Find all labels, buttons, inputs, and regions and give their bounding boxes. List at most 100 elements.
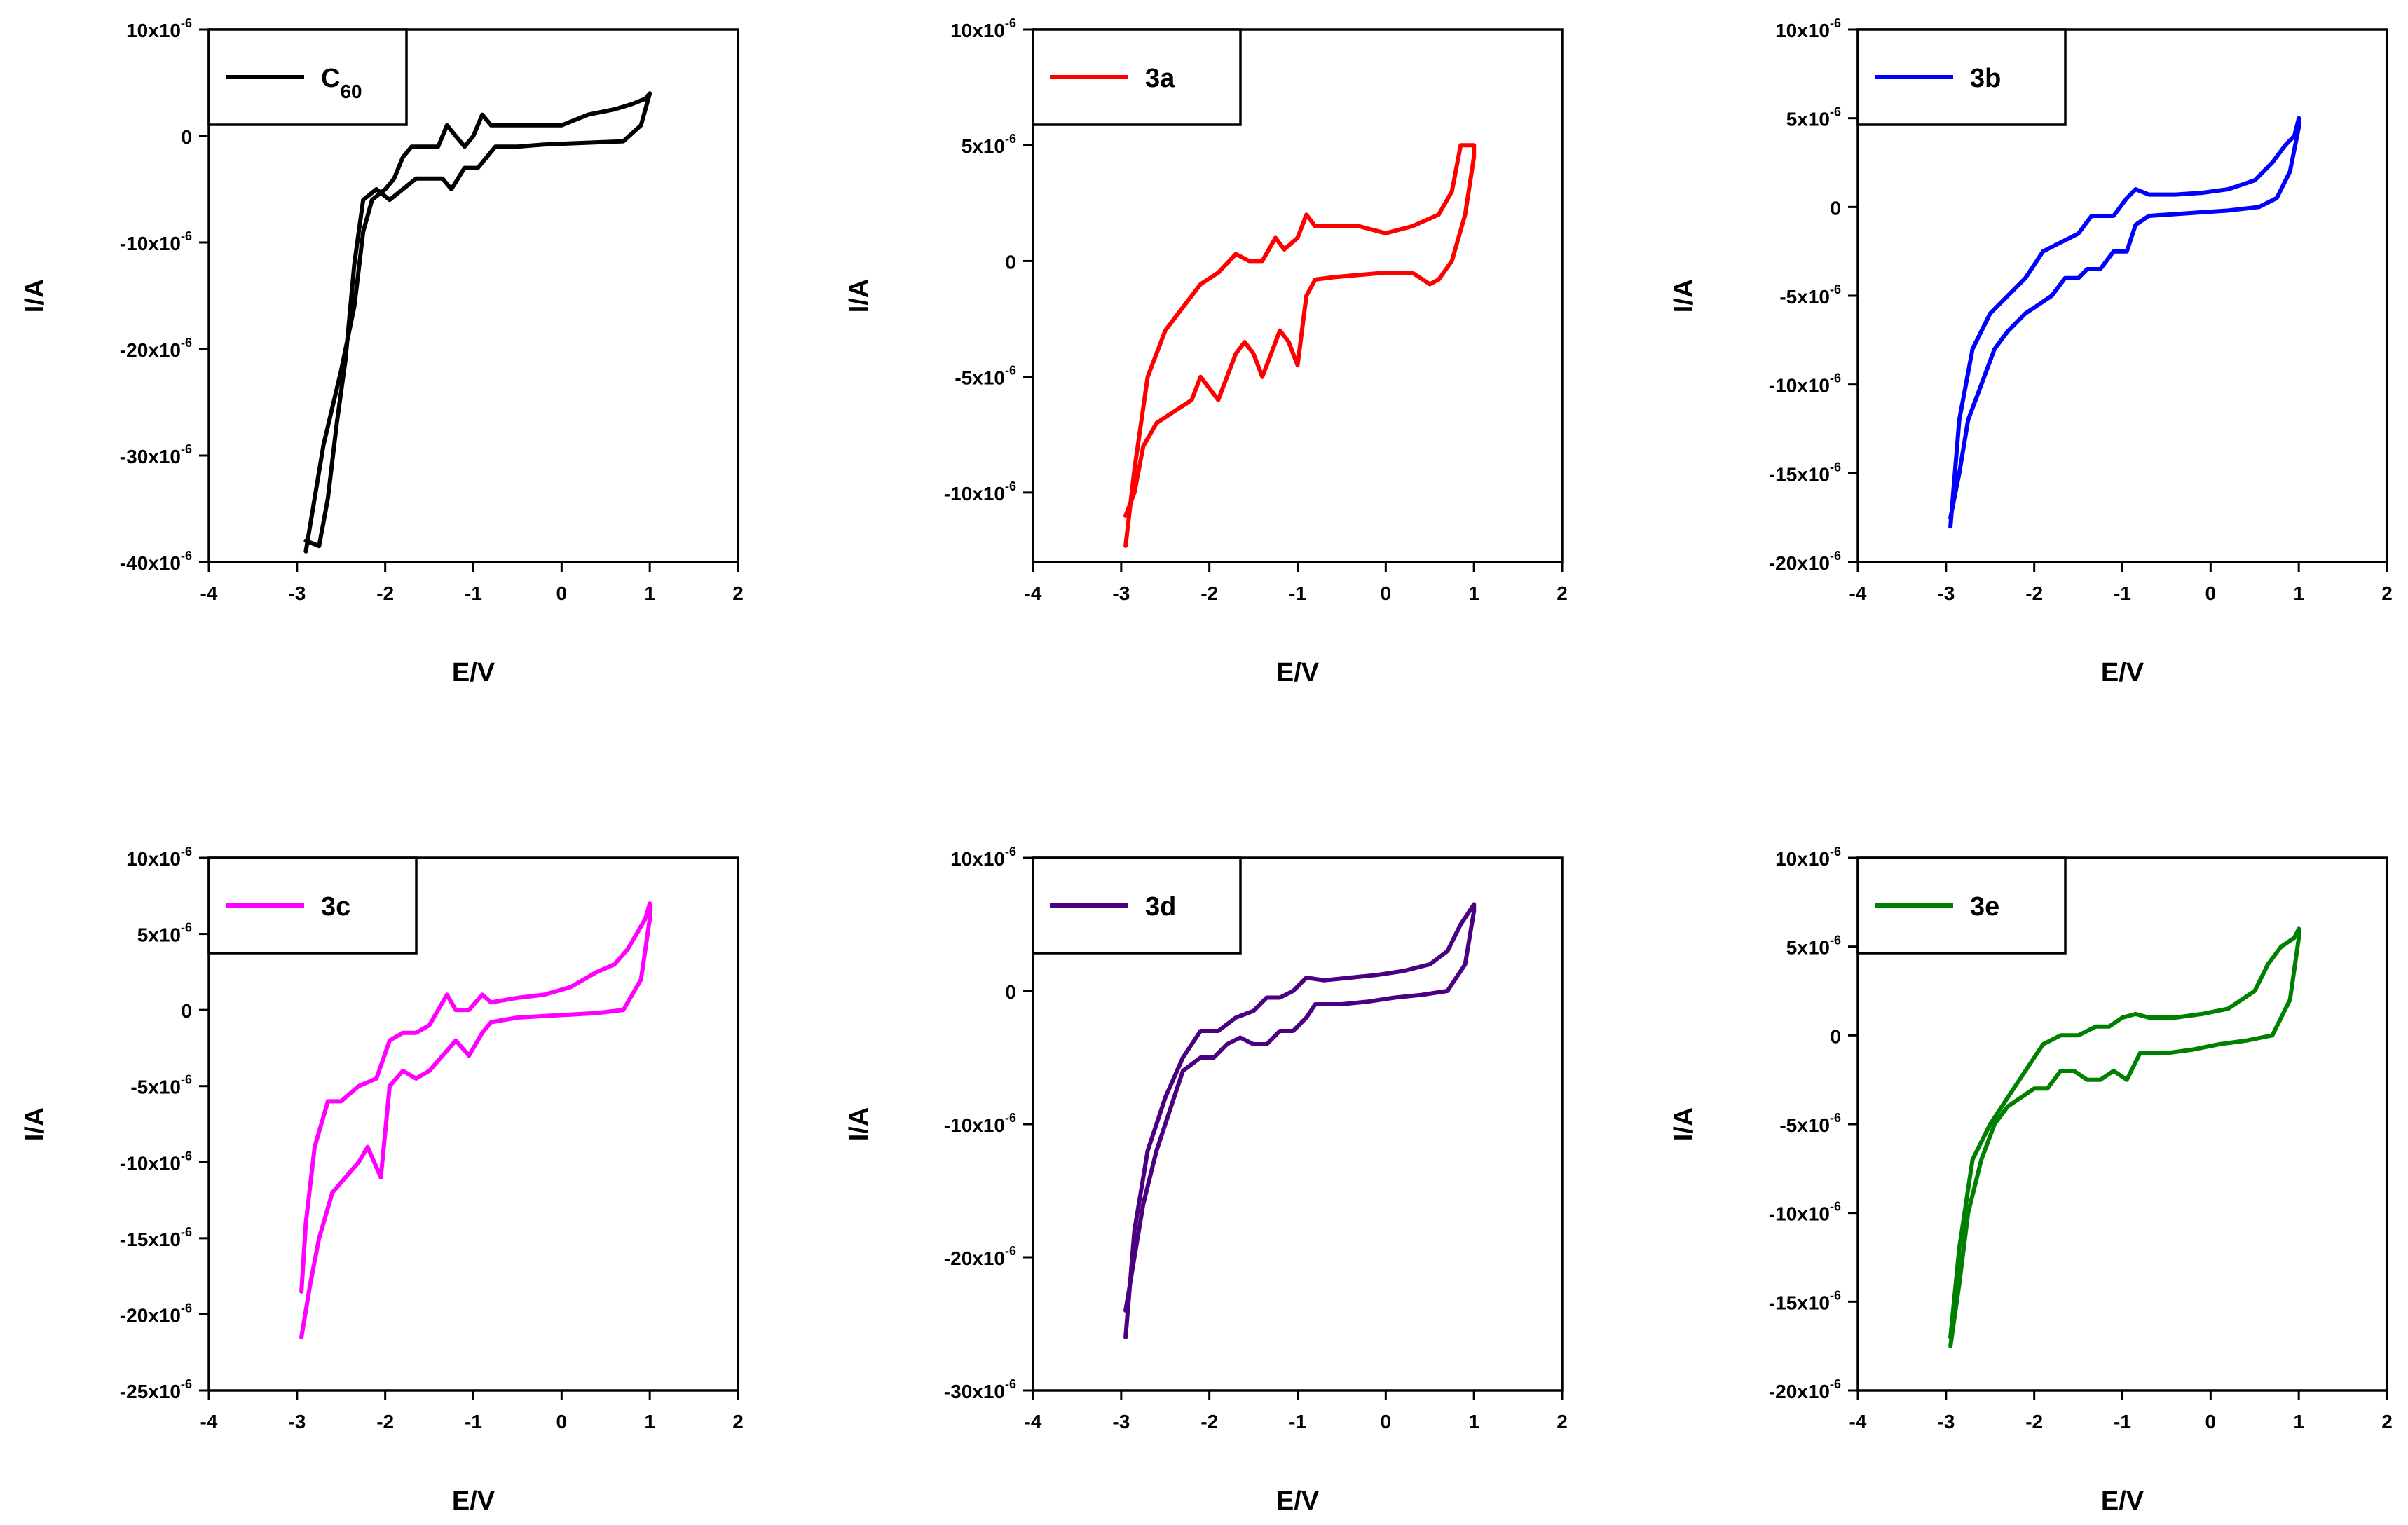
x-tick-label: -4 — [200, 582, 218, 604]
x-tick-label: -1 — [2114, 1411, 2131, 1432]
x-tick-label: -4 — [1849, 582, 1867, 604]
x-axis-title: E/V — [452, 1486, 495, 1516]
x-axis-title: E/V — [2101, 1486, 2144, 1516]
chart-panel-3d: -4 -3 -2 -1 0 1 2 10x10-6 0 -10x10-6 -20x10-6 -30x1… — [844, 844, 1568, 1516]
series-line-3d — [1123, 902, 1477, 1339]
x-tick-label: 0 — [2205, 1411, 2217, 1432]
y-tick-label: 10x10-6 — [950, 844, 1016, 870]
y-axis-title: I/A — [844, 279, 874, 313]
x-tick-label: -1 — [2114, 582, 2131, 604]
chart-panel-3a: -4 -3 -2 -1 0 1 2 10x10-6 5x10-6 0 -5x10-6 -10x10-6… — [844, 16, 1568, 688]
y-tick-label: -20x10-6 — [120, 1301, 192, 1326]
y-axis-title: I/A — [844, 1107, 874, 1142]
y-tick-label: -30x10-6 — [944, 1377, 1016, 1402]
y-tick-label: 0 — [1005, 981, 1016, 1003]
legend-label: 3a — [1145, 64, 1175, 93]
y-tick-label: 5x10-6 — [1786, 105, 1841, 130]
chart-panel-C60: -4 -3 -2 -1 0 1 2 10x10-6 0 -10x10-6 -20x10-6 -30x1… — [20, 16, 744, 688]
x-tick-label: 0 — [556, 582, 568, 604]
legend-label: 3e — [1970, 892, 1999, 922]
y-tick-label: 10x10-6 — [126, 16, 192, 41]
y-tick-label: 0 — [1830, 1025, 1841, 1047]
x-tick-label: -2 — [376, 582, 394, 604]
y-tick-label: -20x10-6 — [1769, 1377, 1841, 1402]
x-tick-label: 1 — [1468, 1411, 1479, 1432]
x-tick-label: 0 — [556, 1411, 568, 1432]
x-tick-label: -4 — [1849, 1411, 1867, 1432]
x-axis-title: E/V — [1276, 658, 1320, 688]
x-tick-label: -3 — [1112, 1411, 1130, 1432]
x-tick-label: 1 — [2293, 582, 2304, 604]
y-tick-label: 5x10-6 — [962, 132, 1016, 157]
x-tick-label: -3 — [1112, 582, 1130, 604]
y-tick-label: -15x10-6 — [1769, 460, 1841, 485]
x-tick-label: -4 — [1025, 1411, 1042, 1432]
y-tick-label: -15x10-6 — [120, 1225, 192, 1250]
y-tick-label: 5x10-6 — [1786, 934, 1841, 959]
x-tick-label: -3 — [1937, 1411, 1955, 1432]
x-tick-label: 0 — [2205, 582, 2217, 604]
y-tick-label: 0 — [181, 1000, 192, 1022]
x-tick-label: 0 — [1381, 1411, 1392, 1432]
series-line-3e — [1948, 926, 2301, 1348]
series-line-3b — [1948, 116, 2301, 529]
x-tick-label: 0 — [1381, 582, 1392, 604]
x-tick-label: 1 — [644, 1411, 655, 1432]
y-tick-label: -40x10-6 — [120, 549, 192, 574]
x-tick-label: -3 — [1937, 582, 1955, 604]
x-tick-label: -3 — [288, 1411, 306, 1432]
series-line-3c — [299, 901, 652, 1339]
x-tick-label: -2 — [376, 1411, 394, 1432]
x-tick-label: -2 — [2025, 582, 2043, 604]
x-tick-label: -1 — [1289, 582, 1306, 604]
y-tick-label: 10x10-6 — [950, 16, 1016, 41]
y-tick-label: -5x10-6 — [130, 1073, 192, 1098]
y-tick-label: -30x10-6 — [120, 442, 192, 467]
y-tick-label: -20x10-6 — [120, 336, 192, 361]
y-tick-label: -20x10-6 — [944, 1244, 1016, 1269]
x-tick-label: -2 — [1200, 582, 1218, 604]
y-tick-label: -15x10-6 — [1769, 1288, 1841, 1313]
y-tick-label: 0 — [1830, 197, 1841, 219]
x-tick-label: -2 — [2025, 1411, 2043, 1432]
y-tick-label: -20x10-6 — [1769, 549, 1841, 574]
x-tick-label: -1 — [465, 1411, 482, 1432]
y-tick-label: 0 — [1005, 251, 1016, 273]
y-tick-label: -5x10-6 — [955, 364, 1016, 389]
x-tick-label: 2 — [732, 582, 744, 604]
y-axis-title: I/A — [1669, 279, 1699, 313]
series-line-3a — [1123, 143, 1477, 548]
x-tick-label: -3 — [288, 582, 306, 604]
y-tick-label: 10x10-6 — [1775, 844, 1841, 870]
x-tick-label: 2 — [2381, 582, 2393, 604]
x-axis-title: E/V — [452, 658, 495, 688]
x-tick-label: 1 — [2293, 1411, 2304, 1432]
legend-label: 3b — [1970, 64, 2001, 93]
legend-label: 3d — [1145, 892, 1176, 922]
chart-panel-3c: -4 -3 -2 -1 0 1 2 10x10-6 5x10-6 0 -5x10-6 -10x10-6… — [20, 844, 744, 1516]
x-tick-label: 2 — [1557, 1411, 1568, 1432]
y-tick-label: -10x10-6 — [120, 229, 192, 254]
x-tick-label: -1 — [1289, 1411, 1306, 1432]
y-tick-label: -10x10-6 — [944, 479, 1016, 505]
y-tick-label: -10x10-6 — [120, 1149, 192, 1174]
y-tick-label: -5x10-6 — [1779, 1111, 1841, 1136]
y-axis-title: I/A — [20, 1107, 50, 1142]
y-tick-label: -10x10-6 — [944, 1111, 1016, 1136]
x-tick-label: -4 — [1025, 582, 1042, 604]
y-tick-label: 0 — [181, 126, 192, 148]
x-tick-label: 2 — [732, 1411, 744, 1432]
chart-panel-3b: -4 -3 -2 -1 0 1 2 10x10-6 5x10-6 0 -5x10-6 -10x10-6… — [1669, 16, 2393, 688]
legend-label: 3c — [321, 892, 350, 922]
x-tick-label: 1 — [1468, 582, 1479, 604]
y-tick-label: -10x10-6 — [1769, 1200, 1841, 1225]
x-tick-label: -2 — [1200, 1411, 1218, 1432]
y-tick-label: 5x10-6 — [137, 921, 192, 946]
legend-label: C60 — [321, 64, 362, 102]
y-tick-label: -5x10-6 — [1779, 282, 1841, 308]
y-tick-label: 10x10-6 — [126, 844, 192, 870]
chart-panel-3e: -4 -3 -2 -1 0 1 2 10x10-6 5x10-6 0 -5x10-6 -10x10-6… — [1669, 844, 2393, 1516]
y-axis-title: I/A — [20, 279, 50, 313]
x-tick-label: -4 — [200, 1411, 218, 1432]
